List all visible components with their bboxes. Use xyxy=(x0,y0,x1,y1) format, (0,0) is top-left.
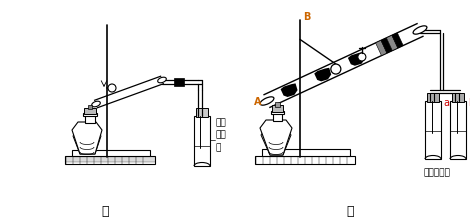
Polygon shape xyxy=(386,35,398,51)
Text: B: B xyxy=(303,12,311,22)
Bar xyxy=(451,131,465,149)
Polygon shape xyxy=(376,40,387,56)
Bar xyxy=(174,78,184,86)
Bar xyxy=(425,101,441,159)
Bar xyxy=(194,116,210,166)
Bar xyxy=(271,111,284,114)
Text: A: A xyxy=(253,97,261,107)
Polygon shape xyxy=(73,130,101,154)
Polygon shape xyxy=(392,33,403,48)
Bar xyxy=(272,105,283,112)
Text: 甲: 甲 xyxy=(101,205,109,218)
Text: 乙: 乙 xyxy=(346,205,354,218)
Text: 澄清石灰水: 澄清石灰水 xyxy=(423,168,450,177)
Bar xyxy=(84,108,96,114)
Polygon shape xyxy=(72,122,102,154)
Bar xyxy=(88,105,92,109)
Bar xyxy=(83,113,97,116)
Bar xyxy=(72,150,150,156)
Ellipse shape xyxy=(158,77,166,83)
Text: a: a xyxy=(443,98,449,108)
Circle shape xyxy=(108,84,116,92)
Bar xyxy=(255,156,355,164)
Polygon shape xyxy=(381,38,392,53)
Circle shape xyxy=(331,64,341,74)
Bar xyxy=(195,146,209,164)
Bar xyxy=(262,149,350,156)
Ellipse shape xyxy=(413,26,427,34)
Bar xyxy=(273,113,282,121)
Circle shape xyxy=(358,53,366,61)
Ellipse shape xyxy=(260,97,274,105)
Text: 澄清
石灰
水: 澄清 石灰 水 xyxy=(215,118,226,152)
Bar xyxy=(196,108,208,117)
Bar xyxy=(85,115,95,123)
Bar xyxy=(275,102,280,107)
Polygon shape xyxy=(314,68,331,81)
Ellipse shape xyxy=(92,101,100,107)
Bar xyxy=(450,101,466,159)
Polygon shape xyxy=(261,128,291,155)
Text: b: b xyxy=(468,98,470,108)
Polygon shape xyxy=(260,120,292,155)
Polygon shape xyxy=(348,52,365,66)
Bar xyxy=(426,131,440,149)
Bar xyxy=(65,156,155,164)
Bar xyxy=(427,93,439,102)
Polygon shape xyxy=(281,83,298,97)
Bar xyxy=(452,93,464,102)
